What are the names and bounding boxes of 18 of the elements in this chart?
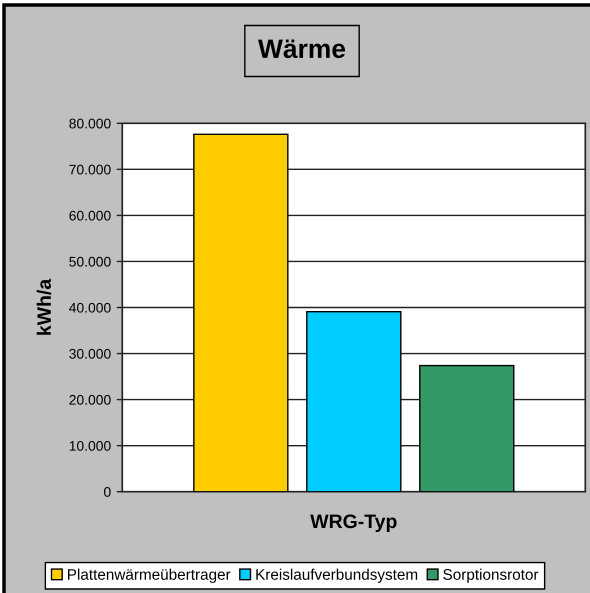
y-tick-label: 10.000 xyxy=(70,440,111,451)
y-tick-label: 20.000 xyxy=(69,394,111,405)
bar xyxy=(193,134,289,492)
y-tick-label: 50.000 xyxy=(69,256,111,267)
y-tick-label: 60.000 xyxy=(69,210,111,221)
y-tick-label: 70.000 xyxy=(69,164,111,175)
y-tick-label: 80.000 xyxy=(69,118,111,128)
y-tick-label: 0 xyxy=(104,487,111,497)
bar xyxy=(306,310,402,492)
legend-label: Kreislaufverbundsystem xyxy=(256,568,418,583)
legend-label: Sorptionsrotor xyxy=(443,568,538,583)
bar xyxy=(419,364,514,492)
y-tick-label: 30.000 xyxy=(69,348,111,359)
y-axis-title: kWh/a xyxy=(36,278,52,335)
y-tick-label: 40.000 xyxy=(69,302,111,313)
x-axis-title: WRG-Typ xyxy=(310,514,397,532)
legend-label: Plattenwärmeübertrager xyxy=(68,568,230,583)
chart-title: Wärme xyxy=(258,40,346,58)
